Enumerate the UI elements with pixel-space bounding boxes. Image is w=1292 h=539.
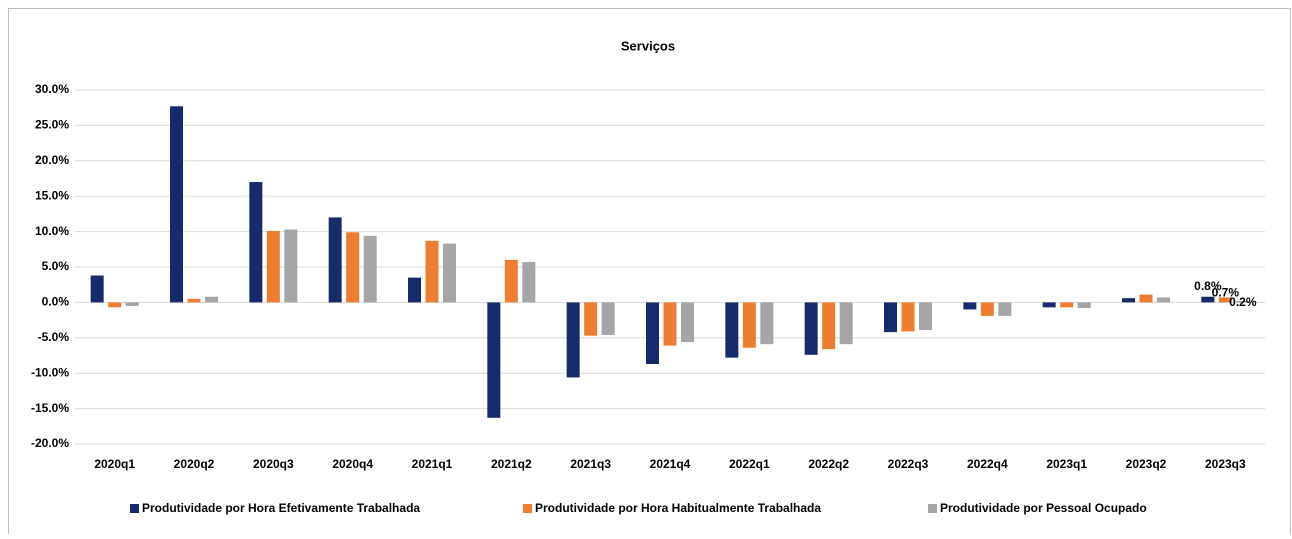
bar: [266, 230, 280, 303]
bar: [1201, 296, 1215, 303]
legend-label: Produtividade por Pessoal Ocupado: [940, 501, 1147, 515]
x-tick-label: 2020q2: [174, 457, 215, 471]
x-tick-label: 2023q3: [1205, 457, 1246, 471]
x-tick-label: 2022q4: [967, 457, 1008, 471]
bar: [980, 302, 994, 316]
bar: [760, 302, 774, 345]
y-tick-label: 10.0%: [35, 224, 69, 238]
bar: [1042, 302, 1056, 308]
legend-label: Produtividade por Hora Habitualmente Tra…: [535, 501, 821, 515]
x-tick-label: 2021q1: [412, 457, 453, 471]
x-tick-label: 2020q1: [94, 457, 135, 471]
bar: [742, 302, 756, 348]
bar: [346, 232, 360, 303]
y-tick-label: 20.0%: [35, 153, 69, 167]
chart-frame: [8, 8, 1291, 539]
bar: [90, 275, 104, 303]
bar: [1060, 302, 1074, 308]
y-tick-label: 15.0%: [35, 188, 69, 202]
bar: [839, 302, 853, 345]
bar: [504, 259, 518, 303]
bar: [205, 296, 218, 303]
legend-label: Produtividade por Hora Efetivamente Trab…: [142, 501, 420, 515]
bar: [725, 302, 739, 358]
y-tick-label: 30.0%: [35, 82, 69, 96]
y-tick-label: 0.0%: [42, 295, 70, 309]
bar: [646, 302, 659, 364]
bar: [408, 277, 421, 303]
data-label: 0.7%: [1212, 286, 1240, 300]
bar: [249, 182, 263, 303]
legend-swatch: [523, 504, 532, 513]
y-tick-label: 25.0%: [35, 118, 69, 132]
bar: [681, 302, 694, 343]
bar: [1157, 297, 1170, 303]
y-tick-label: -20.0%: [31, 436, 69, 450]
bar: [187, 298, 201, 303]
y-tick-label: -15.0%: [31, 401, 69, 415]
bar: [284, 229, 298, 303]
bar: [1122, 298, 1135, 303]
y-tick-label: -5.0%: [38, 330, 70, 344]
bar: [901, 302, 915, 332]
bar: [1077, 302, 1091, 309]
data-label: 0.2%: [1229, 295, 1257, 309]
x-tick-label: 2021q2: [491, 457, 532, 471]
bar: [425, 240, 439, 303]
bar: [443, 243, 456, 303]
bar: [363, 235, 377, 303]
bar: [522, 262, 536, 303]
x-tick-label: 2021q4: [650, 457, 691, 471]
y-tick-label: -10.0%: [31, 365, 69, 379]
x-tick-label: 2020q4: [332, 457, 373, 471]
bar: [584, 302, 598, 336]
chart-title: Serviços: [621, 38, 675, 53]
bar: [822, 302, 836, 350]
bar: [998, 302, 1012, 316]
x-tick-label: 2023q1: [1046, 457, 1087, 471]
bar: [1236, 300, 1250, 303]
legend-swatch: [130, 504, 139, 513]
bar: [108, 302, 122, 308]
bar: [125, 302, 139, 306]
x-tick-label: 2022q3: [888, 457, 929, 471]
bar: [919, 302, 932, 331]
bar: [170, 106, 183, 303]
y-tick-label: 5.0%: [42, 259, 70, 273]
bar: [884, 302, 897, 333]
bar: [963, 302, 977, 310]
data-label: 0.8%: [1194, 279, 1222, 293]
x-tick-label: 2022q1: [729, 457, 770, 471]
x-tick-label: 2021q3: [570, 457, 611, 471]
legend-swatch: [928, 504, 937, 513]
bar: [566, 302, 580, 378]
bar: [663, 302, 677, 346]
x-tick-label: 2023q2: [1126, 457, 1167, 471]
x-tick-label: 2022q2: [808, 457, 849, 471]
bar: [328, 217, 342, 303]
bar: [804, 302, 818, 355]
bar: [487, 302, 501, 418]
bar: [601, 302, 615, 335]
bar: [1218, 297, 1232, 303]
x-tick-label: 2020q3: [253, 457, 294, 471]
bar: [1139, 294, 1153, 303]
